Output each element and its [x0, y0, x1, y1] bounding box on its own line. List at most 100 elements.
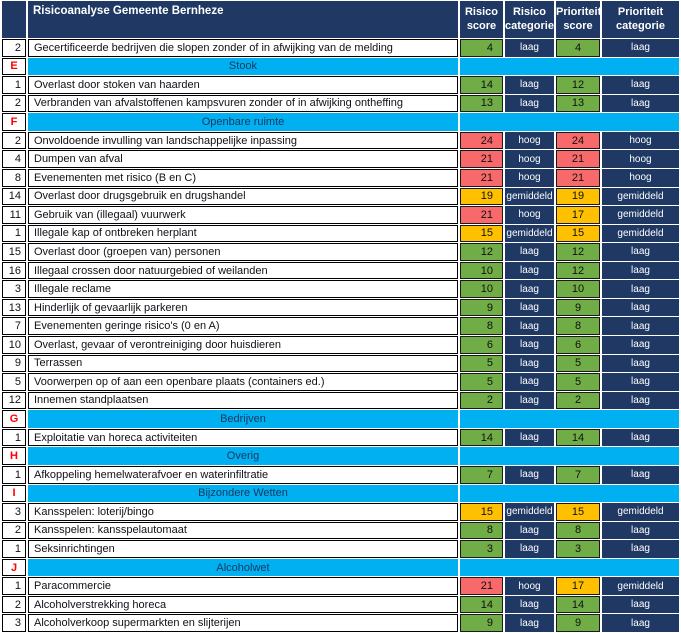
description-cell[interactable]: Overlast, gevaar of verontreiniging door…: [28, 336, 458, 354]
risico-score-cell[interactable]: 7: [460, 465, 503, 484]
risico-score-cell[interactable]: 24: [460, 131, 503, 150]
section-title-cell[interactable]: Openbare ruimte: [28, 113, 458, 131]
section-span-cell[interactable]: [460, 484, 679, 503]
prioriteit-categorie-cell[interactable]: laag: [602, 76, 679, 94]
row-number-cell[interactable]: 1: [2, 224, 26, 243]
row-number-cell[interactable]: 4: [2, 150, 26, 168]
description-cell[interactable]: Evenementen met risico (B en C): [28, 168, 458, 187]
section-span-cell[interactable]: [460, 447, 679, 465]
section-title-cell[interactable]: Overig: [28, 447, 458, 465]
risico-categorie-cell[interactable]: laag: [505, 317, 554, 335]
risico-categorie-cell[interactable]: laag: [505, 261, 554, 280]
row-number-cell[interactable]: 1: [2, 577, 26, 595]
row-number-cell[interactable]: 7: [2, 317, 26, 335]
prioriteit-score-cell[interactable]: 10: [556, 280, 600, 298]
risico-score-cell[interactable]: 15: [460, 503, 503, 521]
prioriteit-categorie-cell[interactable]: hoog: [602, 168, 679, 187]
risico-categorie-cell[interactable]: laag: [505, 428, 554, 447]
column-header-risico-score[interactable]: Risico score: [460, 1, 503, 38]
risico-score-cell[interactable]: 5: [460, 373, 503, 391]
prioriteit-categorie-cell[interactable]: laag: [602, 94, 679, 113]
description-cell[interactable]: Gebruik van (illegaal) vuurwerk: [28, 206, 458, 224]
row-number-cell[interactable]: 11: [2, 206, 26, 224]
risico-categorie-cell[interactable]: laag: [505, 336, 554, 354]
risico-categorie-cell[interactable]: hoog: [505, 577, 554, 595]
section-span-cell[interactable]: [460, 113, 679, 131]
risico-score-cell[interactable]: 9: [460, 614, 503, 632]
description-cell[interactable]: Gecertificeerde bedrijven die slopen zon…: [28, 39, 458, 57]
row-number-cell[interactable]: 3: [2, 503, 26, 521]
description-cell[interactable]: Terrassen: [28, 354, 458, 373]
row-number-cell[interactable]: 12: [2, 391, 26, 410]
risico-categorie-cell[interactable]: hoog: [505, 131, 554, 150]
description-cell[interactable]: Kansspelen: kansspelautomaat: [28, 521, 458, 540]
prioriteit-score-cell[interactable]: 2: [556, 391, 600, 410]
prioriteit-score-cell[interactable]: 4: [556, 39, 600, 57]
section-title-cell[interactable]: Bijzondere Wetten: [28, 484, 458, 503]
prioriteit-categorie-cell[interactable]: gemiddeld: [602, 224, 679, 243]
section-span-cell[interactable]: [460, 57, 679, 76]
row-number-cell[interactable]: 8: [2, 168, 26, 187]
description-cell[interactable]: Illegale reclame: [28, 280, 458, 298]
description-cell[interactable]: Overlast door drugsgebruik en drugshande…: [28, 187, 458, 206]
risico-score-cell[interactable]: 2: [460, 391, 503, 410]
risico-score-cell[interactable]: 8: [460, 317, 503, 335]
prioriteit-score-cell[interactable]: 13: [556, 94, 600, 113]
row-number-cell[interactable]: 3: [2, 280, 26, 298]
row-number-cell[interactable]: 10: [2, 336, 26, 354]
risico-score-cell[interactable]: 15: [460, 224, 503, 243]
prioriteit-score-cell[interactable]: 9: [556, 298, 600, 317]
column-header-prioriteit-score[interactable]: Prioriteit score: [556, 1, 600, 38]
row-number-cell[interactable]: 13: [2, 298, 26, 317]
row-number-cell[interactable]: 2: [2, 131, 26, 150]
risico-score-cell[interactable]: 14: [460, 76, 503, 94]
description-cell[interactable]: Paracommercie: [28, 577, 458, 595]
section-title-cell[interactable]: Alcoholwet: [28, 558, 458, 577]
prioriteit-categorie-cell[interactable]: laag: [602, 336, 679, 354]
description-cell[interactable]: Afkoppeling hemelwaterafvoer en waterinf…: [28, 465, 458, 484]
risico-categorie-cell[interactable]: laag: [505, 540, 554, 558]
risico-categorie-cell[interactable]: gemiddeld: [505, 187, 554, 206]
risico-categorie-cell[interactable]: laag: [505, 465, 554, 484]
row-number-cell[interactable]: 2: [2, 595, 26, 614]
description-cell[interactable]: Evenementen geringe risico's (0 en A): [28, 317, 458, 335]
description-cell[interactable]: Dumpen van afval: [28, 150, 458, 168]
row-number-cell[interactable]: 3: [2, 614, 26, 632]
prioriteit-categorie-cell[interactable]: hoog: [602, 150, 679, 168]
prioriteit-score-cell[interactable]: 14: [556, 595, 600, 614]
section-letter-cell[interactable]: H: [2, 447, 26, 465]
row-number-cell[interactable]: 9: [2, 354, 26, 373]
prioriteit-categorie-cell[interactable]: laag: [602, 614, 679, 632]
prioriteit-score-cell[interactable]: 9: [556, 614, 600, 632]
description-cell[interactable]: Alcoholverkoop supermarkten en slijterij…: [28, 614, 458, 632]
risico-score-cell[interactable]: 21: [460, 206, 503, 224]
row-label-column-header[interactable]: [2, 1, 26, 38]
description-cell[interactable]: Innemen standplaatsen: [28, 391, 458, 410]
prioriteit-score-cell[interactable]: 3: [556, 540, 600, 558]
description-cell[interactable]: Overlast door stoken van haarden: [28, 76, 458, 94]
prioriteit-categorie-cell[interactable]: laag: [602, 39, 679, 57]
risico-score-cell[interactable]: 13: [460, 94, 503, 113]
prioriteit-categorie-cell[interactable]: laag: [602, 243, 679, 261]
row-number-cell[interactable]: 15: [2, 243, 26, 261]
risico-categorie-cell[interactable]: hoog: [505, 206, 554, 224]
prioriteit-categorie-cell[interactable]: laag: [602, 428, 679, 447]
risico-categorie-cell[interactable]: laag: [505, 94, 554, 113]
risico-categorie-cell[interactable]: laag: [505, 521, 554, 540]
row-number-cell[interactable]: 14: [2, 187, 26, 206]
prioriteit-categorie-cell[interactable]: gemiddeld: [602, 503, 679, 521]
prioriteit-score-cell[interactable]: 15: [556, 503, 600, 521]
section-letter-cell[interactable]: G: [2, 410, 26, 428]
risico-score-cell[interactable]: 3: [460, 540, 503, 558]
description-cell[interactable]: Illegaal crossen door natuurgebied of we…: [28, 261, 458, 280]
prioriteit-score-cell[interactable]: 6: [556, 336, 600, 354]
prioriteit-score-cell[interactable]: 5: [556, 354, 600, 373]
description-cell[interactable]: Hinderlijk of gevaarlijk parkeren: [28, 298, 458, 317]
section-span-cell[interactable]: [460, 558, 679, 577]
risico-score-cell[interactable]: 5: [460, 354, 503, 373]
column-header-risico-categorie[interactable]: Risico categorie: [505, 1, 554, 38]
risico-categorie-cell[interactable]: laag: [505, 39, 554, 57]
risico-categorie-cell[interactable]: laag: [505, 243, 554, 261]
prioriteit-score-cell[interactable]: 17: [556, 206, 600, 224]
risico-categorie-cell[interactable]: hoog: [505, 168, 554, 187]
